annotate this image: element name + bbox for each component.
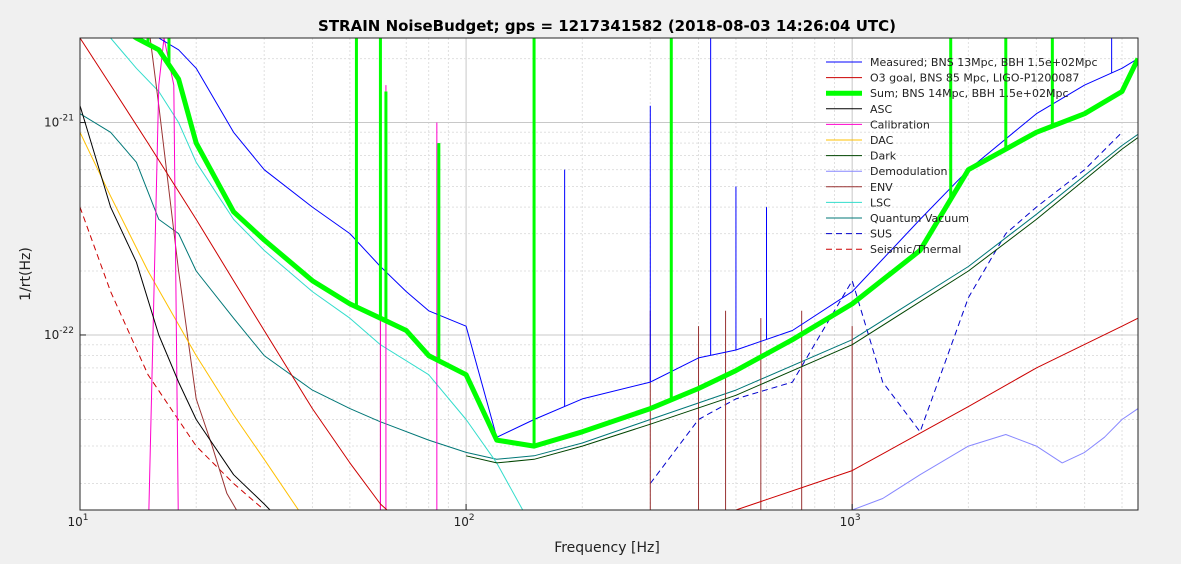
legend-entry: Sum; BNS 14Mpc, BBH 1.5e+02Mpc <box>870 87 1069 100</box>
legend-entry: DAC <box>870 134 894 147</box>
legend-entry: Calibration <box>870 118 930 131</box>
series-line <box>852 408 1138 510</box>
chart-title: STRAIN NoiseBudget; gps = 1217341582 (20… <box>318 17 896 35</box>
series-line <box>80 38 524 510</box>
series-demodulation <box>852 408 1138 510</box>
legend-entry: Dark <box>870 150 897 163</box>
series-lsc <box>80 38 524 510</box>
y-tick-label: 10-22 <box>44 326 74 342</box>
series-sum-bns-14mpc-bbh-1-5e-02mpc <box>131 38 1138 449</box>
y-axis-label: 1/rt(Hz) <box>18 247 34 301</box>
series-o3-goal-bns-85-mpc-ligo-p1200087 <box>80 38 1138 510</box>
series-dark <box>465 137 1138 464</box>
plot-frame <box>79 37 1139 511</box>
series-line <box>80 113 1138 460</box>
legend-entry: O3 goal, BNS 85 Mpc, LIGO-P1200087 <box>870 72 1079 85</box>
series-asc <box>80 105 271 510</box>
series-line <box>80 38 1138 510</box>
legend: Measured; BNS 13Mpc, BBH 1.5e+02Mpc O3 go… <box>826 56 1098 256</box>
series-line <box>131 38 1138 449</box>
series-line <box>80 105 271 510</box>
series-layer <box>80 38 1138 510</box>
x-tick-label: 101 <box>67 513 88 529</box>
legend-entry: ENV <box>870 181 893 194</box>
y-tick-label: 10-21 <box>44 114 74 130</box>
x-tick-label: 103 <box>840 513 861 529</box>
series-quantum-vacuum <box>80 113 1138 460</box>
series-dac <box>80 132 300 510</box>
series-line <box>135 38 1138 438</box>
plot-area <box>80 38 1138 510</box>
x-tick-label: 102 <box>454 513 475 529</box>
legend-entry: ASC <box>870 103 893 116</box>
grid <box>79 38 1138 510</box>
series-line <box>148 38 179 510</box>
legend-entry: Seismic/Thermal <box>870 243 961 256</box>
series-line <box>649 131 1123 484</box>
legend-entry: SUS <box>870 228 892 241</box>
series-sus <box>649 131 1123 484</box>
legend-entry: Demodulation <box>870 165 948 178</box>
x-axis-label: Frequency [Hz] <box>554 540 660 556</box>
legend-entry: Measured; BNS 13Mpc, BBH 1.5e+02Mpc <box>870 56 1098 69</box>
series-line <box>80 132 300 510</box>
legend-entry: LSC <box>870 196 891 209</box>
series-line <box>465 137 1138 464</box>
legend-entry: Quantum Vacuum <box>870 212 969 225</box>
